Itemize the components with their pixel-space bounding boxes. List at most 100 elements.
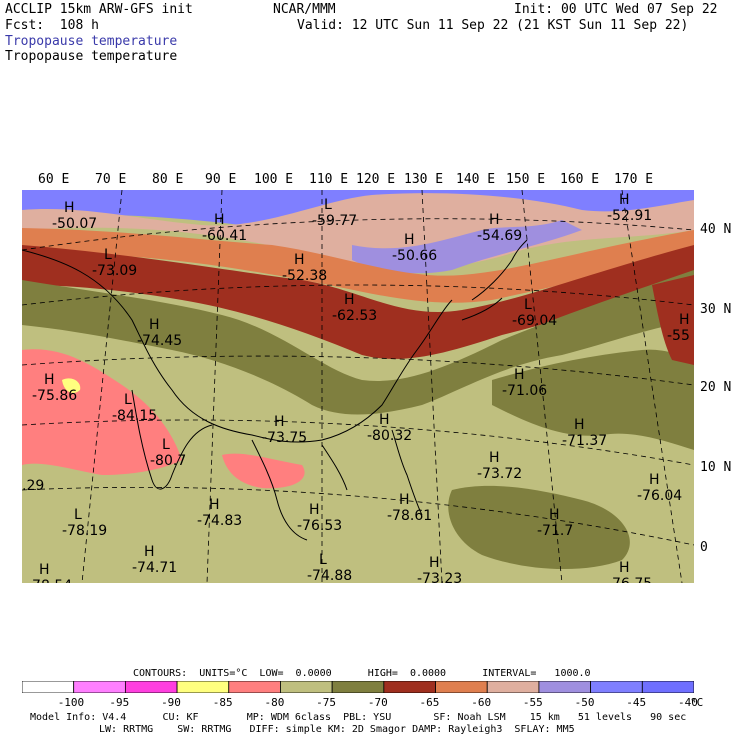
center-value: -76.04 bbox=[637, 488, 682, 504]
band-orange bbox=[22, 228, 694, 303]
legend-swatch bbox=[641, 681, 694, 693]
center-mark: H bbox=[294, 252, 305, 268]
center-value: -76.75 bbox=[607, 576, 652, 583]
center-mark: H bbox=[379, 412, 390, 428]
center-mark: H bbox=[549, 507, 560, 523]
lon-label: 100 E bbox=[254, 172, 294, 187]
forecast-hour: Fcst: 108 h bbox=[5, 18, 99, 33]
valid-time: Valid: 12 UTC Sun 11 Sep 22 (21 KST Sun … bbox=[297, 18, 689, 33]
lon-label: 70 E bbox=[95, 172, 127, 187]
contours-info: CONTOURS: UNITS=°C LOW= 0.0000 HIGH= 0.0… bbox=[133, 668, 591, 679]
band-olive-east bbox=[492, 349, 694, 450]
legend-swatch bbox=[383, 681, 436, 693]
center-mark: H bbox=[399, 492, 410, 508]
center-value: -55 bbox=[667, 328, 690, 344]
center-mark: H bbox=[514, 367, 525, 383]
center-value: -60.41 bbox=[202, 228, 247, 244]
legend-swatch bbox=[22, 681, 75, 693]
center-value: -50.66 bbox=[392, 248, 437, 264]
center-value: -78.19 bbox=[62, 523, 107, 539]
band-darkred-east bbox=[652, 275, 694, 365]
map-gridlines bbox=[22, 190, 694, 583]
coastline-japan bbox=[461, 239, 528, 321]
center-value: -50.07 bbox=[52, 216, 97, 232]
center-mark: H bbox=[649, 472, 660, 488]
lon-label: 120 E bbox=[356, 172, 396, 187]
lon-label: 160 E bbox=[560, 172, 600, 187]
band-darkred bbox=[22, 245, 694, 359]
lon-label: 150 E bbox=[506, 172, 546, 187]
center-value: -73.09 bbox=[92, 263, 137, 279]
center-value: -74.83 bbox=[197, 513, 242, 529]
coastline-india bbox=[131, 389, 213, 490]
center-value: -80.7 bbox=[150, 453, 186, 469]
lon-label: 110 E bbox=[309, 172, 349, 187]
legend-swatch bbox=[590, 681, 643, 693]
center-mark: H bbox=[214, 212, 225, 228]
color-legend bbox=[22, 681, 694, 693]
center-value: -52.38 bbox=[282, 268, 327, 284]
coastline-philippines bbox=[391, 429, 423, 516]
center-value: -74.88 bbox=[307, 568, 352, 583]
center-value: -78.54 bbox=[27, 578, 72, 583]
legend-swatch bbox=[538, 681, 592, 693]
legend-tick: -60 bbox=[471, 696, 492, 709]
footer-model-info: Model Info: V4.4 CU: KF MP: WDM 6class P… bbox=[30, 712, 687, 723]
band-lightpink bbox=[22, 193, 694, 269]
lat-label: 10 N bbox=[700, 460, 732, 475]
center-mark: L bbox=[124, 392, 132, 408]
center-mark: H bbox=[309, 502, 320, 518]
center-mark: H bbox=[144, 544, 155, 560]
legend-swatch bbox=[176, 681, 230, 693]
legend-tick: -85 bbox=[212, 696, 233, 709]
lon-label: 130 E bbox=[404, 172, 444, 187]
field-name-blue: Tropopause temperature bbox=[5, 34, 178, 49]
lon-label: 140 E bbox=[456, 172, 496, 187]
legend-tick: -95 bbox=[109, 696, 130, 709]
center-mark: H bbox=[489, 212, 500, 228]
legend-tick: -100 bbox=[57, 696, 85, 709]
center-value: -80.32 bbox=[367, 428, 412, 444]
organization: NCAR/MMM bbox=[273, 2, 336, 17]
legend-tick: -70 bbox=[367, 696, 388, 709]
center-mark: L bbox=[324, 197, 332, 213]
legend-swatch bbox=[280, 681, 333, 693]
coastline-seasia bbox=[251, 439, 348, 541]
center-value: -59.77 bbox=[312, 213, 357, 229]
field-name: Tropopause temperature bbox=[5, 49, 178, 64]
center-mark: H bbox=[619, 560, 630, 576]
legend-tick: -55 bbox=[522, 696, 543, 709]
lat-label: 0 bbox=[700, 540, 708, 555]
center-value: -74.71 bbox=[132, 560, 177, 576]
center-mark: H bbox=[679, 312, 690, 328]
center-value: -74.45 bbox=[137, 333, 182, 349]
center-mark: H bbox=[64, 200, 75, 216]
center-value: -62.53 bbox=[332, 308, 377, 324]
legend-tick: -50 bbox=[574, 696, 595, 709]
legend-unit: °C bbox=[690, 696, 704, 709]
legend-tick: -80 bbox=[264, 696, 285, 709]
legend-tick: -40 bbox=[678, 696, 698, 709]
footer-physics-info: LW: RRTMG SW: RRTMG DIFF: simple KM: 2D … bbox=[99, 724, 575, 735]
band-olive bbox=[22, 270, 694, 415]
legend-tick: -65 bbox=[419, 696, 440, 709]
center-mark: L bbox=[524, 297, 532, 313]
legend-swatch bbox=[435, 681, 488, 693]
center-mark: L bbox=[319, 552, 327, 568]
tropopause-temperature-map: H-50.07 H-60.41L-59.77H-50.66H-54.69H-52.… bbox=[22, 190, 694, 583]
center-mark: H bbox=[39, 562, 50, 578]
init-time: Init: 00 UTC Wed 07 Sep 22 bbox=[514, 2, 718, 17]
pressure-center-labels: H-50.07 H-60.41L-59.77H-50.66H-54.69H-52.… bbox=[22, 192, 690, 583]
patch-yellow bbox=[62, 378, 81, 393]
center-value: -73.72 bbox=[477, 466, 522, 482]
center-mark: H bbox=[209, 497, 220, 513]
center-value: -73.75 bbox=[262, 430, 307, 446]
center-value: -84.15 bbox=[112, 408, 157, 424]
center-mark: H bbox=[429, 555, 440, 571]
legend-swatch bbox=[228, 681, 281, 693]
lon-label: 80 E bbox=[152, 172, 184, 187]
center-value: .29 bbox=[22, 478, 44, 494]
center-value: -52.91 bbox=[607, 208, 652, 224]
lon-label: 170 E bbox=[614, 172, 654, 187]
center-value: -71.06 bbox=[502, 383, 547, 399]
